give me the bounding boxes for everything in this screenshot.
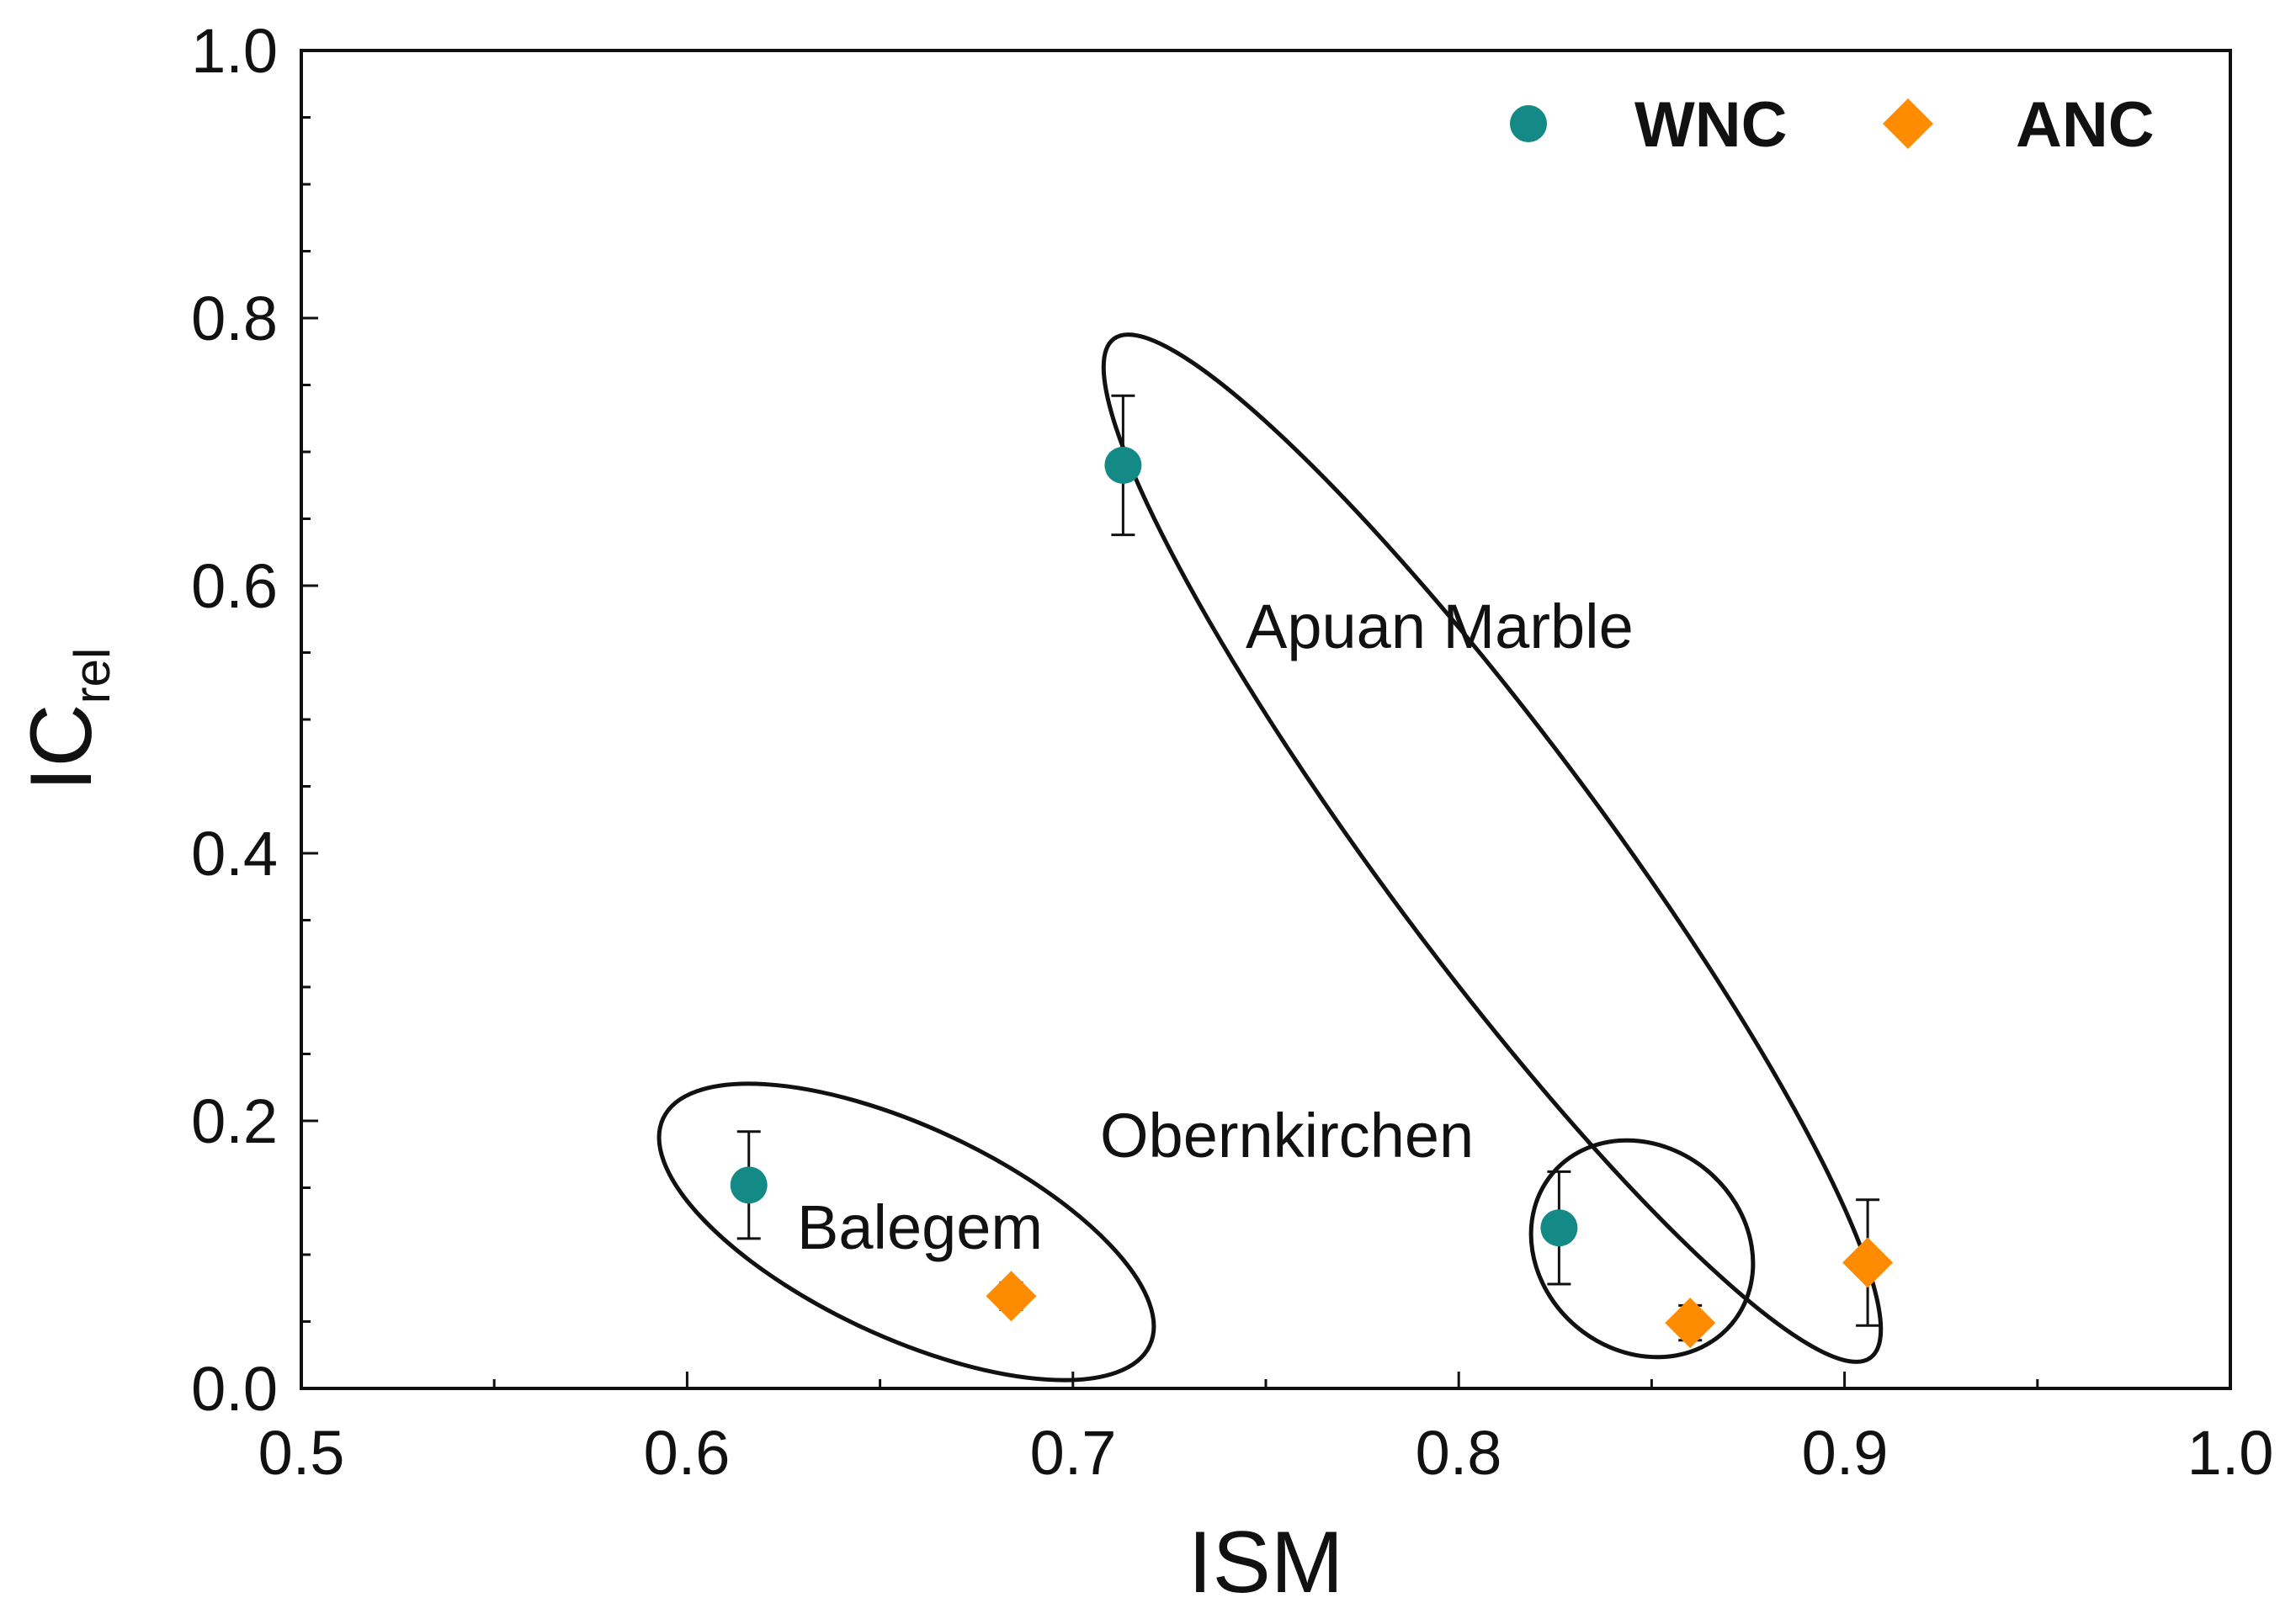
anc-point — [1842, 1237, 1894, 1288]
balegem-ellipse — [656, 1081, 1156, 1383]
y-tick-label: 0.4 — [191, 819, 278, 889]
wnc-point — [730, 1166, 768, 1204]
y-axis-title-main: IC — [13, 703, 110, 791]
x-tick-label: 0.9 — [1802, 1418, 1889, 1488]
legend-wnc-label: WNC — [1634, 89, 1788, 161]
plot-frame — [300, 49, 2232, 1390]
legend-anc-label: ANC — [2016, 89, 2155, 161]
y-tick-label: 1.0 — [191, 16, 278, 86]
y-axis-title: ICrel — [13, 648, 120, 792]
wnc-point — [1540, 1209, 1578, 1247]
legend-anc-marker — [1883, 98, 1933, 149]
anc-point — [1665, 1298, 1716, 1349]
y-tick-label: 0.6 — [191, 551, 278, 621]
group-ellipses — [656, 332, 1884, 1383]
y-axis-title-text: ICrel — [13, 648, 120, 792]
y-tick-label: 0.0 — [191, 1354, 278, 1424]
y-tick-label: 0.8 — [191, 284, 278, 353]
anc-point — [986, 1271, 1037, 1322]
x-tick-label: 0.6 — [644, 1418, 731, 1488]
legend: WNC ANC — [1510, 89, 2155, 161]
data-points — [730, 446, 1894, 1349]
y-tick-label: 0.2 — [191, 1086, 278, 1156]
wnc-point — [1104, 446, 1142, 484]
legend-wnc-marker — [1510, 105, 1547, 142]
label-apuan-marble: Apuan Marble — [1246, 592, 1634, 661]
x-tick-label: 0.8 — [1416, 1418, 1502, 1488]
x-tick-label: 0.5 — [258, 1418, 345, 1488]
obernkirchen-ellipse — [1528, 1138, 1756, 1360]
label-balegem: Balegem — [797, 1192, 1043, 1262]
y-tick-labels: 0.0 0.2 0.4 0.6 0.8 1.0 — [191, 16, 278, 1424]
x-axis-title: ISM — [1188, 1514, 1344, 1611]
x-tick-labels: 0.5 0.6 0.7 0.8 0.9 1.0 — [258, 1418, 2274, 1488]
y-axis-title-sub: rel — [64, 648, 120, 704]
label-obernkirchen: Obernkirchen — [1100, 1101, 1474, 1170]
apuan-marble-ellipse — [1101, 332, 1884, 1364]
x-tick-label: 0.7 — [1030, 1418, 1117, 1488]
x-tick-label: 1.0 — [2187, 1418, 2274, 1488]
